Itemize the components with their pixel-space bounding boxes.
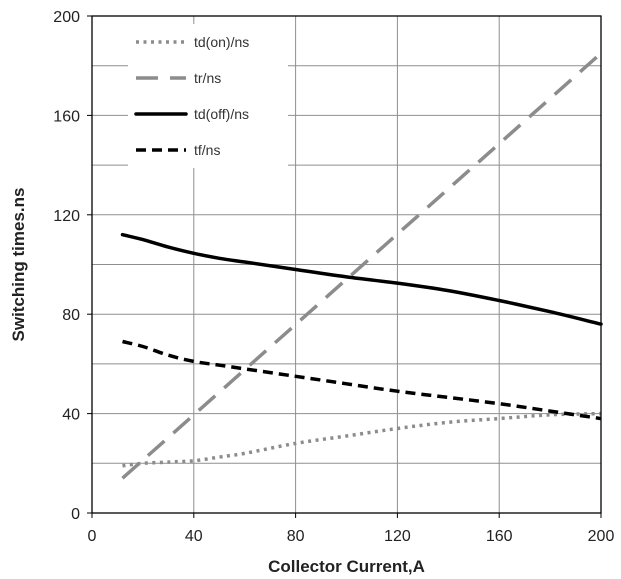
legend-label-tr-ns: tr/ns bbox=[194, 70, 221, 86]
series-line-tf-ns bbox=[122, 339, 602, 421]
x-tick-label: 200 bbox=[588, 528, 615, 545]
y-tick-label: 40 bbox=[62, 407, 80, 424]
x-axis-title: Collector Current,A bbox=[268, 557, 425, 576]
legend-label-td-on-ns: td(on)/ns bbox=[194, 34, 249, 50]
series-line-td-on-ns bbox=[122, 411, 602, 468]
x-tick-label: 0 bbox=[88, 528, 97, 545]
series-line-tr-ns bbox=[121, 51, 603, 480]
x-tick-label: 40 bbox=[185, 528, 203, 545]
y-tick-label: 0 bbox=[71, 506, 80, 523]
plot-frame bbox=[91, 15, 602, 514]
x-tick-label: 160 bbox=[486, 528, 513, 545]
y-tick-label: 160 bbox=[53, 108, 80, 125]
series-layer bbox=[120, 51, 603, 480]
y-tick-label: 80 bbox=[62, 307, 80, 324]
y-tick-label: 200 bbox=[53, 9, 80, 26]
y-tick-label: 120 bbox=[53, 208, 80, 225]
x-tick-label: 120 bbox=[384, 528, 411, 545]
x-tick-label: 80 bbox=[287, 528, 305, 545]
legend-background bbox=[128, 24, 288, 168]
series-line-td-off-ns bbox=[120, 232, 603, 326]
y-axis-title: Switching times.ns bbox=[9, 188, 28, 342]
legend: td(on)/ns tr/ns td(off)/ns tf/ns bbox=[128, 24, 288, 168]
legend-label-td-off-ns: td(off)/ns bbox=[194, 106, 249, 122]
tick-labels: 0 40 80 120 160 200 0 40 80 120 160 200 bbox=[53, 9, 614, 545]
legend-label-tf-ns: tf/ns bbox=[194, 142, 220, 158]
